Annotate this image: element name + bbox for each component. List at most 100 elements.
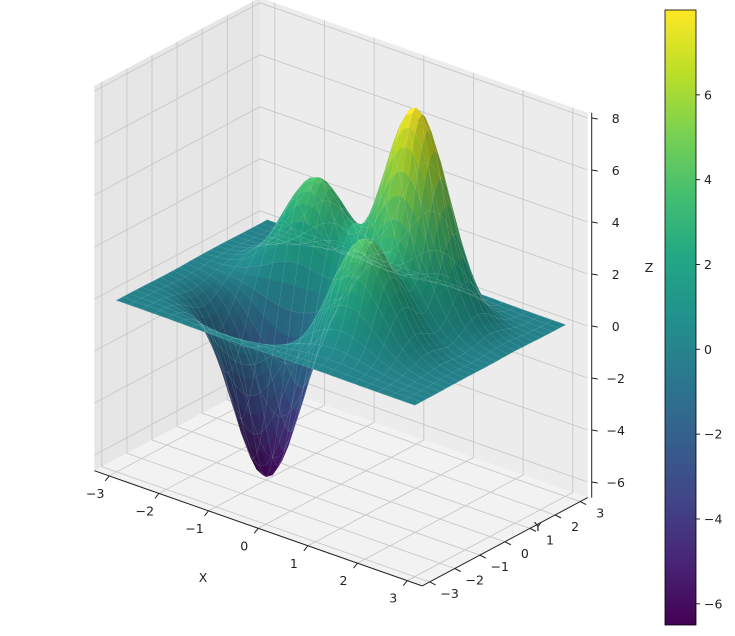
gridline-y bbox=[176, 41, 506, 543]
surface-meshline bbox=[315, 107, 466, 370]
y-tick bbox=[479, 554, 487, 559]
x-tick bbox=[253, 527, 259, 534]
gridline-x bbox=[208, 37, 375, 512]
surface-meshline bbox=[254, 226, 553, 332]
colorbar-tick-label: −2 bbox=[704, 427, 722, 442]
surface-meshline bbox=[253, 223, 405, 388]
surface-meshline bbox=[352, 234, 504, 384]
surface-meshline bbox=[402, 320, 554, 401]
gridline-x bbox=[307, 72, 474, 547]
x-axis-label: X bbox=[199, 570, 208, 585]
x-tick-label: −1 bbox=[185, 521, 203, 536]
surface-meshline bbox=[389, 315, 541, 397]
axis-ticks: −3 −2 −1 0 1 2 3 −3 −2 −1 0 1 2 3 −6 −4 −2 0 2 4 6 8 bbox=[86, 111, 625, 606]
x-tick-label: 0 bbox=[240, 538, 248, 553]
z-tick-label: −6 bbox=[606, 475, 624, 490]
surface-meshline bbox=[178, 220, 330, 373]
colorbar-tick-label: 6 bbox=[704, 87, 712, 102]
gridline-x bbox=[357, 90, 524, 564]
y-tick bbox=[529, 527, 537, 532]
surface-meshline bbox=[235, 210, 534, 342]
x-tick bbox=[353, 562, 358, 569]
z-axis-label: Z bbox=[645, 260, 654, 275]
z-tick-label: 0 bbox=[612, 319, 620, 334]
gridline-z bbox=[94, 2, 588, 119]
surface-meshline bbox=[179, 254, 478, 417]
gridline-y bbox=[201, 28, 531, 529]
z-tick-label: −2 bbox=[606, 371, 624, 386]
surface-meshline bbox=[116, 219, 268, 301]
gridline-x bbox=[406, 107, 574, 582]
y-axis-label: Y bbox=[533, 519, 542, 534]
x-tick bbox=[154, 493, 160, 499]
gridline-z bbox=[94, 158, 588, 275]
axes-gridlines bbox=[94, 1, 588, 583]
gridline-z bbox=[94, 54, 588, 171]
surface-meshline bbox=[129, 293, 428, 399]
colorbar-tick-label: −6 bbox=[704, 596, 722, 611]
x-tick bbox=[204, 510, 209, 517]
surface-meshline bbox=[141, 228, 293, 310]
z-tick bbox=[591, 273, 598, 276]
surface-meshline bbox=[198, 219, 497, 362]
surface-meshline bbox=[204, 171, 503, 358]
gridline-x bbox=[158, 20, 325, 494]
z-tick-label: 8 bbox=[612, 111, 620, 126]
colorbar-tick-label: 0 bbox=[704, 342, 712, 357]
surface-meshline bbox=[223, 121, 522, 348]
colorbar: −6 −4 −2 0 2 4 6 bbox=[664, 9, 722, 626]
surface-meshline bbox=[128, 224, 280, 305]
y-tick-label: −1 bbox=[491, 559, 509, 574]
y-tick-label: −2 bbox=[465, 573, 483, 588]
surface-meshline bbox=[364, 281, 516, 388]
y-tick-label: −3 bbox=[440, 586, 458, 601]
surface-meshline bbox=[327, 129, 479, 375]
surface-meshline bbox=[377, 311, 529, 393]
z-tick-label: 2 bbox=[612, 267, 620, 282]
z-tick bbox=[591, 377, 598, 380]
surface-meshline bbox=[240, 207, 392, 432]
z-tick-label: 4 bbox=[612, 215, 620, 230]
surface-meshline bbox=[116, 300, 415, 406]
surface-meshline bbox=[242, 233, 541, 339]
z-tick bbox=[591, 221, 598, 224]
x-tick-label: −3 bbox=[86, 486, 104, 501]
surface-meshline bbox=[340, 177, 491, 379]
surface-meshline bbox=[191, 199, 342, 420]
surface-meshline bbox=[217, 107, 516, 351]
z-tick bbox=[591, 169, 598, 172]
surface-meshline bbox=[191, 251, 491, 365]
surface-meshline bbox=[414, 324, 566, 406]
y-tick-label: 2 bbox=[571, 519, 579, 534]
z-tick bbox=[591, 117, 598, 120]
surface-mesh bbox=[115, 107, 567, 478]
gridline-y bbox=[101, 81, 430, 583]
surface-meshline bbox=[173, 242, 472, 459]
surface-meshline bbox=[148, 283, 447, 397]
x-tick-label: 3 bbox=[389, 591, 397, 606]
z-tick-label: 6 bbox=[612, 163, 620, 178]
surface-meshline bbox=[122, 296, 422, 402]
colorbar-tick-label: −4 bbox=[704, 511, 722, 526]
surface-facet bbox=[407, 400, 419, 406]
gridline-z bbox=[94, 106, 588, 223]
gridline-y bbox=[126, 68, 455, 569]
surface-meshline bbox=[216, 177, 367, 478]
x-tick-label: 2 bbox=[340, 573, 348, 588]
surface-meshline bbox=[185, 261, 484, 369]
colorbar-tick-label: 4 bbox=[704, 172, 712, 187]
surface-meshline bbox=[265, 221, 417, 353]
surface-meshline bbox=[210, 127, 509, 355]
z-tick bbox=[591, 429, 598, 432]
gridline-y bbox=[226, 15, 556, 516]
y-tick-label: 3 bbox=[596, 506, 604, 521]
x-tick bbox=[104, 475, 110, 482]
x-tick bbox=[303, 545, 309, 552]
x-tick-label: −2 bbox=[136, 503, 154, 518]
gridline-y bbox=[151, 55, 480, 556]
y-tick-label: 1 bbox=[546, 532, 554, 547]
z-tick bbox=[591, 481, 598, 484]
y-tick bbox=[579, 501, 587, 506]
y-tick bbox=[504, 541, 512, 546]
